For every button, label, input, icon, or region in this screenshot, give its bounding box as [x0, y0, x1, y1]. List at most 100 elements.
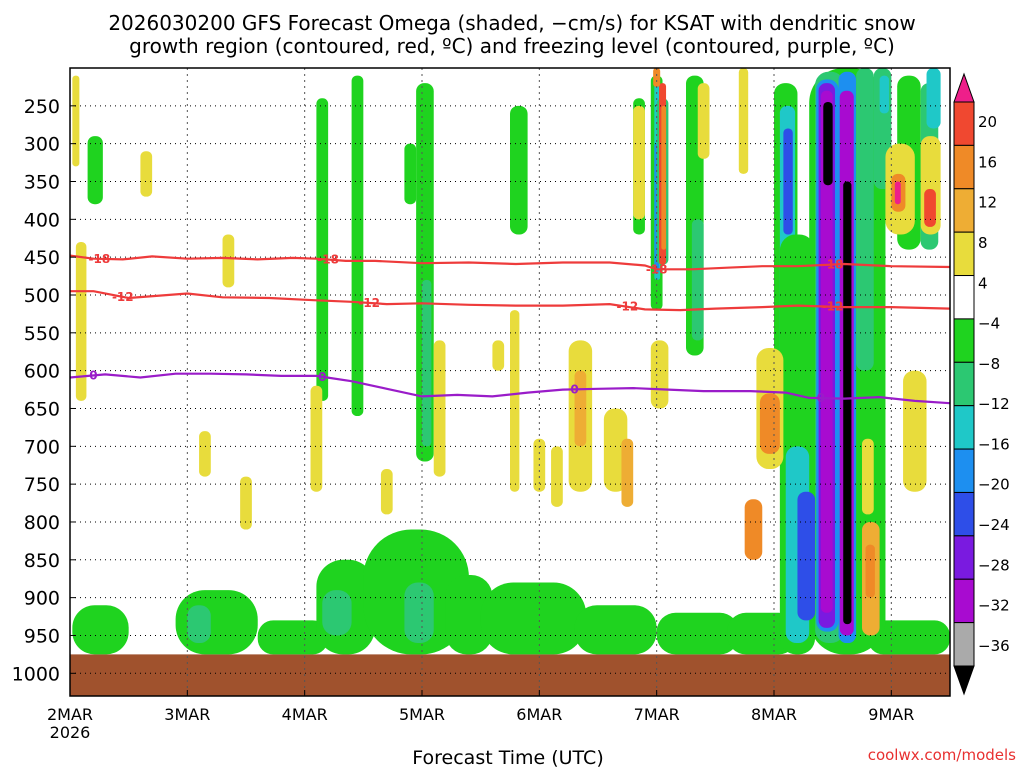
- omega-cell-40: [856, 68, 874, 371]
- omega-cell-62: [894, 181, 901, 205]
- colorbar-bin-0: [953, 101, 975, 146]
- x-tick-label-7MAR: 7MAR: [634, 705, 680, 724]
- omega-cell-39: [843, 181, 852, 625]
- x-tick-label-6MAR: 6MAR: [516, 705, 562, 724]
- colorbar-bin-9: [953, 491, 975, 537]
- omega-cell-3: [187, 605, 211, 644]
- omega-cell-8: [404, 582, 434, 644]
- contour-label-freezing-2: 0: [570, 382, 578, 396]
- colorbar-label-0: 20: [978, 113, 997, 131]
- x-axis-title: Forecast Time (UTC): [412, 747, 603, 768]
- y-tick-label-550: 550: [24, 323, 60, 345]
- colorbar-label-11: −28: [978, 556, 1010, 574]
- y-tick-label-400: 400: [24, 209, 60, 231]
- contour--18: [70, 254, 950, 271]
- omega-cell-36: [823, 102, 833, 186]
- x-year-label: 2026: [50, 723, 91, 742]
- y-tick-label-1000: 1000: [12, 663, 60, 685]
- omega-cell-74: [72, 75, 80, 167]
- colorbar-bin-5: [953, 318, 975, 363]
- y-tick-label-500: 500: [24, 285, 60, 307]
- omega-cell-18: [422, 279, 432, 447]
- colorbar-bin-12: [953, 622, 975, 667]
- omega-cell-21: [510, 105, 528, 235]
- omega-cell-27: [691, 219, 704, 341]
- omega-cell-77: [222, 234, 235, 288]
- omega-cell-78: [240, 476, 252, 530]
- omega-field: [70, 68, 950, 696]
- omega-cell-70: [551, 446, 563, 507]
- colorbar-bin-10: [953, 535, 975, 580]
- y-tick-label-350: 350: [24, 171, 60, 193]
- contour-label-freezing-0: 0: [89, 368, 97, 382]
- omega-cell-9: [445, 574, 493, 655]
- contour-label--18-3: -18: [822, 258, 844, 272]
- colorbar-label-3: 8: [978, 234, 988, 252]
- chart-title-line1: 2026030200 GFS Forecast Omega (shaded, −…: [108, 11, 915, 35]
- omega-cell-82: [510, 310, 520, 492]
- colorbar-bottom-arrow: [953, 665, 975, 696]
- colorbar-bin-4: [953, 275, 975, 320]
- omega-cell-11: [574, 605, 657, 655]
- colorbar-bin-1: [953, 144, 975, 190]
- y-tick-label-300: 300: [24, 134, 60, 156]
- omega-cell-72: [738, 68, 749, 174]
- colorbar-label-8: −16: [978, 435, 1010, 453]
- plot-frame: [69, 67, 951, 697]
- x-tick-label-9MAR: 9MAR: [868, 705, 914, 724]
- omega-cell-6: [322, 590, 352, 636]
- y-tick-label-700: 700: [24, 436, 60, 458]
- colorbar-top-arrow: [953, 72, 975, 103]
- omega-cell-56: [744, 499, 763, 560]
- y-tick-label-650: 650: [24, 398, 60, 420]
- colorbar-bin-6: [953, 361, 975, 407]
- omega-cell-71: [633, 105, 645, 220]
- colorbar-label-12: −32: [978, 597, 1010, 615]
- omega-cell-16: [351, 75, 364, 417]
- contour-label--12-3: -12: [822, 300, 844, 314]
- contour-label-freezing-3: 0: [817, 391, 825, 405]
- colorbar-bin-3: [953, 231, 975, 277]
- contours: -18 -18 -18 -18 -12 -12 -12 -12 0 0 0 0: [70, 252, 950, 405]
- colorbar-bin-7: [953, 405, 975, 450]
- contour-label-freezing-1: 0: [318, 370, 326, 384]
- omega-cell-30: [783, 128, 793, 235]
- omega-cell-75: [140, 151, 153, 197]
- y-tick-label-250: 250: [24, 96, 60, 118]
- contour-label--12-0: -12: [112, 290, 134, 304]
- contour-label--12-1: -12: [358, 296, 380, 310]
- contour-label--18-1: -18: [317, 253, 339, 267]
- omega-cell-48: [797, 491, 816, 621]
- omega-cell-55: [759, 393, 780, 454]
- colorbar-bin-11: [953, 578, 975, 624]
- omega-cell-64: [924, 189, 936, 227]
- contour-label--18-2: -18: [646, 262, 668, 276]
- x-tick-label-4MAR: 4MAR: [282, 705, 328, 724]
- axes: 250 300 350 400 450 500 550 600 650 700 750 800 850 9…: [12, 67, 951, 742]
- x-tick-label-5MAR: 5MAR: [399, 705, 445, 724]
- surface-ground: [70, 654, 950, 696]
- omega-cell-85: [697, 83, 710, 159]
- contour--12: [70, 290, 950, 312]
- omega-cell-81: [433, 340, 446, 477]
- omega-cell-1: [72, 605, 129, 655]
- y-tick-label-450: 450: [24, 247, 60, 269]
- omega-cell-53: [650, 340, 669, 409]
- contour-label--18-0: -18: [88, 252, 110, 266]
- contour-label--12-2: -12: [616, 300, 638, 314]
- omega-cell-14: [867, 620, 950, 655]
- x-tick-label-8MAR: 8MAR: [751, 705, 797, 724]
- colorbar-label-10: −24: [978, 516, 1010, 534]
- omega-cell-10: [480, 582, 587, 655]
- omega-cell-76: [199, 431, 211, 477]
- colorbar-label-9: −20: [978, 476, 1010, 494]
- y-tick-label-900: 900: [24, 588, 60, 610]
- credit-text: coolwx.com/models: [868, 746, 1016, 764]
- colorbar-label-2: 12: [978, 194, 997, 212]
- y-tick-label-950: 950: [24, 625, 60, 647]
- colorbar-label-6: −8: [978, 355, 1000, 373]
- omega-cell-69: [621, 438, 634, 507]
- colorbar-label-13: −36: [978, 637, 1010, 655]
- omega-cell-4: [257, 620, 329, 655]
